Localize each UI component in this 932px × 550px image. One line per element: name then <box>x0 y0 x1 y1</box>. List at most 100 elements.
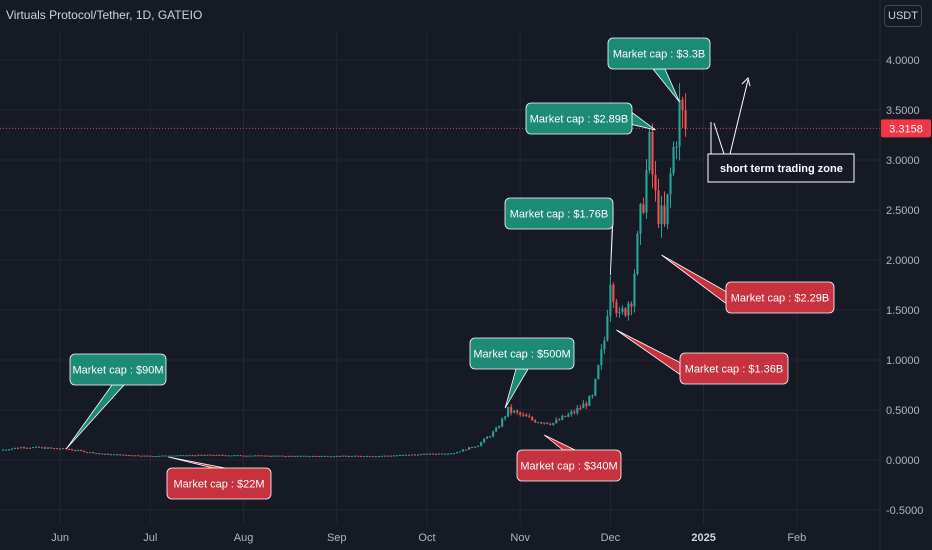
candle-body <box>71 449 74 451</box>
candle-body <box>125 454 128 456</box>
candle-body <box>4 449 8 451</box>
candle-body <box>681 99 684 111</box>
candle-body <box>471 447 474 449</box>
y-tick-label: 0.5000 <box>886 405 920 417</box>
candle-body <box>495 428 498 432</box>
candle-body <box>606 316 609 341</box>
x-tick-label: Oct <box>418 532 435 544</box>
candle-body <box>359 455 362 457</box>
candle-body <box>200 454 203 456</box>
candle-body <box>341 455 344 457</box>
candle-body <box>167 455 170 457</box>
candle-body <box>428 453 432 455</box>
callout-label: Market cap : $1.36B <box>685 364 783 376</box>
candle-body <box>56 448 59 450</box>
candle-body <box>368 455 371 457</box>
candle-body <box>335 455 338 457</box>
candle-body <box>224 455 227 457</box>
candle-body <box>344 455 347 457</box>
candle-body <box>657 190 660 225</box>
candle-body <box>422 453 426 455</box>
candle-body <box>458 451 462 453</box>
candle-body <box>465 449 468 451</box>
candle-body <box>47 447 50 449</box>
candle-body <box>350 455 353 457</box>
x-tick-label: Jun <box>51 532 69 544</box>
candle-body <box>546 422 549 424</box>
candle-body <box>122 454 125 456</box>
candle-body <box>549 423 552 425</box>
candle-body <box>407 454 410 456</box>
candle-body <box>630 303 633 307</box>
callout-box <box>469 337 575 370</box>
candle-body <box>326 455 329 457</box>
candle-body <box>230 455 233 457</box>
candle-body <box>269 455 272 457</box>
candle-body <box>555 419 558 423</box>
callout-label: Market cap : $90M <box>72 365 163 377</box>
callout-label: Market cap : $340M <box>520 461 617 473</box>
candle-body <box>206 454 209 456</box>
candle-body <box>513 410 516 413</box>
callout-box <box>607 37 711 70</box>
candle-body <box>642 204 645 213</box>
candle-body <box>266 455 269 457</box>
candle-body <box>68 449 71 451</box>
callout-box <box>525 102 633 135</box>
candle-body <box>290 455 293 457</box>
candle-body <box>573 411 576 413</box>
candle-body <box>591 395 594 397</box>
candle-body <box>389 455 392 457</box>
candle-body <box>254 455 257 457</box>
candle-body <box>26 447 29 449</box>
candle-body <box>293 455 296 457</box>
candle-body <box>203 454 206 456</box>
candle-body <box>477 445 480 447</box>
candle-body <box>308 456 311 458</box>
candle-body <box>561 415 564 420</box>
candle-body <box>486 436 489 439</box>
currency-unit-button[interactable]: USDT <box>884 5 922 27</box>
candle-body <box>251 455 254 457</box>
candle-body <box>594 379 597 396</box>
candle-body <box>149 455 152 457</box>
candle-body <box>510 406 513 413</box>
candle-body <box>50 447 53 449</box>
candle-body <box>35 446 38 448</box>
candle-body <box>543 422 546 424</box>
candle-body <box>624 308 627 316</box>
candle-body <box>104 453 107 455</box>
candle-body <box>7 449 11 451</box>
candle-body <box>609 284 612 317</box>
candle-body <box>504 416 507 419</box>
y-tick-label: 1.5000 <box>886 305 920 317</box>
candle-body <box>519 412 522 415</box>
candle-body <box>648 131 651 171</box>
candle-body <box>113 454 116 456</box>
candle-body <box>666 194 669 225</box>
candle-body <box>374 456 377 458</box>
candle-body <box>489 436 492 438</box>
candle-body <box>431 453 435 455</box>
candle-body <box>452 453 456 455</box>
callout-box <box>504 197 614 230</box>
chart-title: Virtuals Protocol/Tether, 1D, GATEIO <box>6 8 203 22</box>
candle-body <box>299 455 302 457</box>
candle-body <box>386 455 389 457</box>
candle-body <box>95 453 98 455</box>
candle-body <box>218 454 221 456</box>
candle-body <box>155 456 158 458</box>
callout-box <box>69 353 167 386</box>
candle-body <box>576 407 579 413</box>
candle-body <box>98 453 101 455</box>
candle-body <box>404 454 407 456</box>
candle-body <box>19 447 23 449</box>
candle-body <box>284 456 287 458</box>
candle-body <box>636 233 639 274</box>
candle-body <box>660 205 663 225</box>
candle-body <box>41 447 44 449</box>
candle-body <box>377 456 380 458</box>
candle-body <box>380 455 383 457</box>
